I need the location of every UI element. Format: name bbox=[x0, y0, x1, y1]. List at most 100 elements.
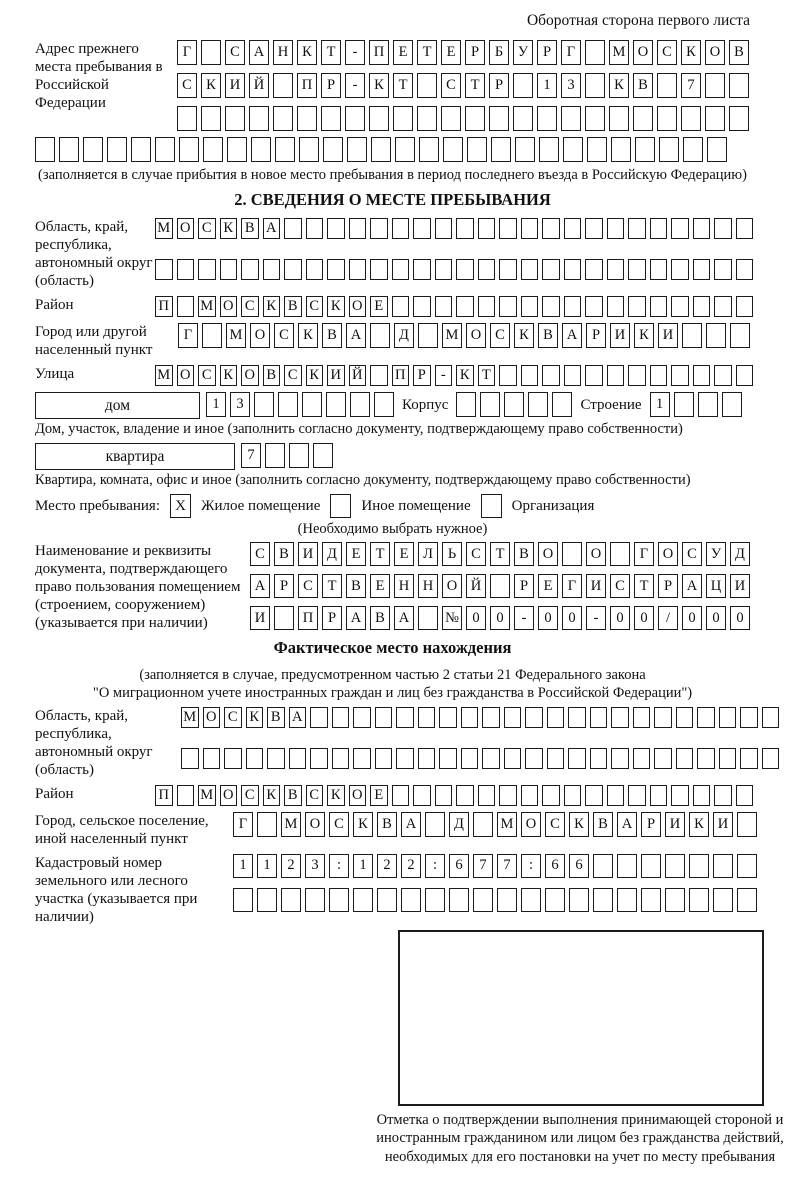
char-cell[interactable]: 0 bbox=[490, 606, 510, 631]
char-cell[interactable] bbox=[671, 218, 689, 240]
char-cell[interactable] bbox=[593, 853, 613, 878]
char-cell[interactable] bbox=[249, 106, 269, 131]
char-cell[interactable]: - bbox=[514, 606, 534, 631]
char-cell[interactable]: Н bbox=[273, 40, 293, 65]
char-cell[interactable] bbox=[504, 392, 525, 418]
char-cell[interactable] bbox=[329, 887, 349, 912]
char-cell[interactable]: 3 bbox=[230, 392, 250, 418]
char-cell[interactable]: В bbox=[322, 323, 342, 349]
char-cell[interactable] bbox=[460, 747, 478, 769]
char-cell[interactable]: Б bbox=[489, 40, 509, 65]
char-cell[interactable]: 7 bbox=[241, 443, 261, 469]
char-cell[interactable] bbox=[552, 392, 573, 418]
char-cell[interactable] bbox=[563, 218, 581, 240]
char-cell[interactable] bbox=[499, 365, 517, 387]
char-cell[interactable] bbox=[513, 106, 533, 131]
char-cell[interactable]: 3 bbox=[561, 73, 581, 98]
char-cell[interactable] bbox=[417, 106, 437, 131]
char-cell[interactable]: О bbox=[538, 542, 558, 567]
char-cell[interactable]: Р bbox=[465, 40, 485, 65]
char-cell[interactable]: К bbox=[219, 218, 237, 240]
char-cell[interactable]: И bbox=[658, 323, 678, 349]
char-cell[interactable] bbox=[441, 106, 461, 131]
char-cell[interactable] bbox=[562, 542, 582, 567]
char-cell[interactable]: М bbox=[497, 811, 517, 837]
char-cell[interactable] bbox=[265, 443, 285, 469]
char-cell[interactable] bbox=[713, 853, 733, 878]
char-cell[interactable] bbox=[542, 218, 560, 240]
char-cell[interactable] bbox=[456, 259, 474, 281]
char-cell[interactable]: С bbox=[250, 542, 270, 567]
char-cell[interactable] bbox=[735, 296, 753, 318]
char-cell[interactable] bbox=[585, 73, 605, 98]
char-cell[interactable] bbox=[465, 106, 485, 131]
char-cell[interactable] bbox=[371, 137, 391, 162]
char-cell[interactable] bbox=[705, 106, 725, 131]
char-cell[interactable] bbox=[665, 853, 685, 878]
char-cell[interactable] bbox=[649, 365, 667, 387]
char-cell[interactable] bbox=[482, 747, 500, 769]
char-cell[interactable] bbox=[697, 706, 715, 728]
char-cell[interactable] bbox=[473, 887, 493, 912]
char-cell[interactable]: Е bbox=[538, 574, 558, 599]
char-cell[interactable] bbox=[473, 811, 493, 837]
char-cell[interactable] bbox=[585, 259, 603, 281]
char-cell[interactable] bbox=[539, 137, 559, 162]
char-cell[interactable]: К bbox=[456, 365, 474, 387]
char-cell[interactable] bbox=[589, 747, 607, 769]
char-cell[interactable] bbox=[499, 218, 517, 240]
char-cell[interactable]: В bbox=[241, 218, 259, 240]
char-cell[interactable] bbox=[370, 365, 388, 387]
char-cell[interactable]: 7 bbox=[497, 853, 517, 878]
char-cell[interactable] bbox=[520, 296, 538, 318]
char-cell[interactable] bbox=[490, 574, 510, 599]
char-cell[interactable] bbox=[176, 784, 194, 806]
char-cell[interactable] bbox=[617, 853, 637, 878]
char-cell[interactable] bbox=[323, 137, 343, 162]
char-cell[interactable] bbox=[326, 392, 346, 418]
char-cell[interactable] bbox=[525, 706, 543, 728]
char-cell[interactable] bbox=[374, 747, 392, 769]
char-cell[interactable]: Т bbox=[417, 40, 437, 65]
char-cell[interactable]: А bbox=[249, 40, 269, 65]
char-cell[interactable]: И bbox=[327, 365, 345, 387]
char-cell[interactable] bbox=[434, 296, 452, 318]
char-cell[interactable]: 0 bbox=[706, 606, 726, 631]
char-cell[interactable] bbox=[737, 811, 757, 837]
char-cell[interactable] bbox=[391, 259, 409, 281]
char-cell[interactable]: 7 bbox=[681, 73, 701, 98]
char-cell[interactable]: И bbox=[665, 811, 685, 837]
char-cell[interactable]: П bbox=[155, 296, 173, 318]
char-cell[interactable] bbox=[348, 218, 366, 240]
char-cell[interactable] bbox=[563, 784, 581, 806]
char-cell[interactable] bbox=[198, 259, 216, 281]
char-cell[interactable]: О bbox=[176, 218, 194, 240]
char-cell[interactable] bbox=[628, 259, 646, 281]
char-cell[interactable]: С bbox=[441, 73, 461, 98]
char-cell[interactable]: Л bbox=[418, 542, 438, 567]
char-cell[interactable] bbox=[267, 747, 285, 769]
char-cell[interactable] bbox=[391, 784, 409, 806]
char-cell[interactable] bbox=[413, 218, 431, 240]
char-cell[interactable] bbox=[568, 747, 586, 769]
char-cell[interactable] bbox=[628, 218, 646, 240]
char-cell[interactable] bbox=[257, 887, 277, 912]
char-cell[interactable] bbox=[761, 747, 779, 769]
char-cell[interactable]: П bbox=[298, 606, 318, 631]
char-cell[interactable]: О bbox=[633, 40, 653, 65]
char-cell[interactable] bbox=[305, 887, 325, 912]
char-cell[interactable] bbox=[714, 365, 732, 387]
char-cell[interactable]: С bbox=[305, 784, 323, 806]
char-cell[interactable] bbox=[589, 706, 607, 728]
char-cell[interactable]: Г bbox=[561, 40, 581, 65]
char-cell[interactable]: 0 bbox=[634, 606, 654, 631]
char-cell[interactable] bbox=[297, 106, 317, 131]
char-cell[interactable] bbox=[542, 296, 560, 318]
char-cell[interactable] bbox=[632, 706, 650, 728]
char-cell[interactable]: У bbox=[513, 40, 533, 65]
char-cell[interactable] bbox=[391, 218, 409, 240]
char-cell[interactable]: А bbox=[288, 706, 306, 728]
char-cell[interactable]: К bbox=[327, 784, 345, 806]
char-cell[interactable]: Ь bbox=[442, 542, 462, 567]
char-cell[interactable] bbox=[520, 259, 538, 281]
